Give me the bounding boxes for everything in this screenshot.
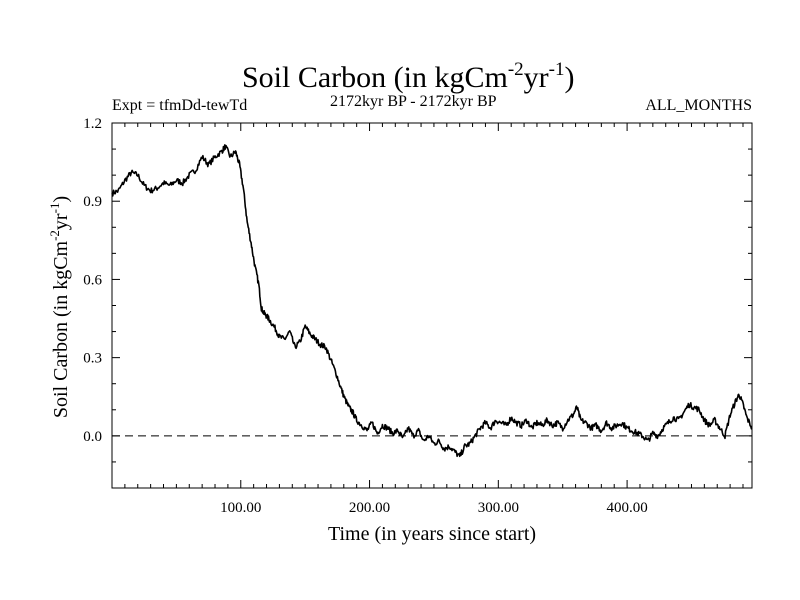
y-tick-label: 1.2 xyxy=(83,116,102,132)
months-label: ALL_MONTHS xyxy=(645,97,752,114)
period-label: 2172kyr BP - 2172kyr BP xyxy=(330,93,497,110)
y-tick-label: 0.3 xyxy=(83,351,102,367)
x-axis-title: Time (in years since start) xyxy=(328,523,536,545)
x-tick-label: 300.00 xyxy=(478,500,519,516)
y-tick-label: 0.9 xyxy=(83,194,102,210)
plot-frame xyxy=(111,122,753,489)
y-axis-title: Soil Carbon (in kgCm-2yr-1) xyxy=(47,196,72,418)
y-tick-label: 0.0 xyxy=(83,429,102,445)
x-tick-label: 400.00 xyxy=(606,500,647,516)
y-axis: 0.0 0.3 0.6 0.9 1.2 xyxy=(83,116,752,463)
y-tick-label: 0.6 xyxy=(83,272,102,288)
x-tick-label: 100.00 xyxy=(220,500,261,516)
chart-title: Soil Carbon (in kgCm-2yr-1) xyxy=(242,59,575,94)
x-axis: 100.00 200.00 300.00 400.00 xyxy=(124,123,744,516)
soil-carbon-series-line xyxy=(111,144,753,458)
experiment-label: Expt = tfmDd-tewTd xyxy=(112,97,247,114)
x-tick-label: 200.00 xyxy=(349,500,390,516)
